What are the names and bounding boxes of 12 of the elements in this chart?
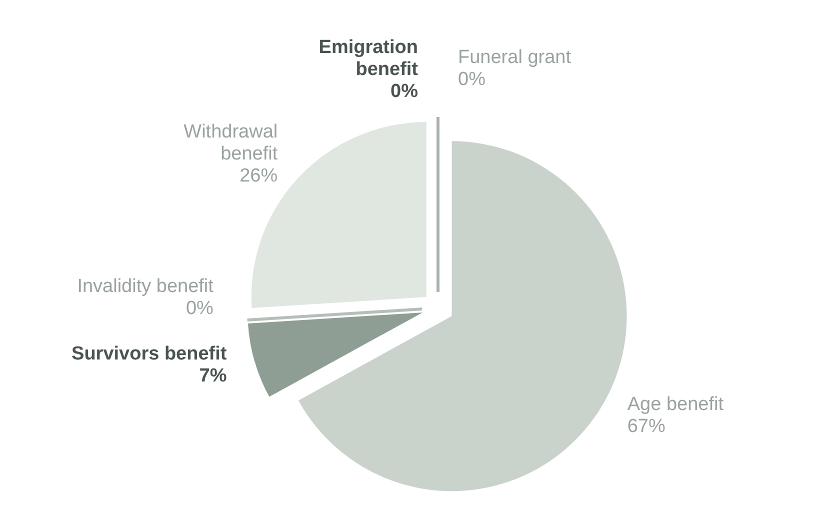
data-label: 7% xyxy=(199,365,227,386)
slice-label: Withdrawal benefit xyxy=(184,121,278,164)
category-label: Invalidity benefit xyxy=(77,276,214,298)
text: 0% xyxy=(458,69,486,90)
data-label: 67% xyxy=(627,416,666,437)
slice-label: Survivors benefit xyxy=(72,343,228,364)
category-label: Funeral grant xyxy=(458,47,572,68)
data-label: 26% xyxy=(240,165,278,186)
category-label: Emigration benefit xyxy=(318,37,418,80)
slice-label: Age benefit xyxy=(627,394,724,415)
text: 0% xyxy=(390,81,418,102)
text: 0% xyxy=(186,298,214,320)
